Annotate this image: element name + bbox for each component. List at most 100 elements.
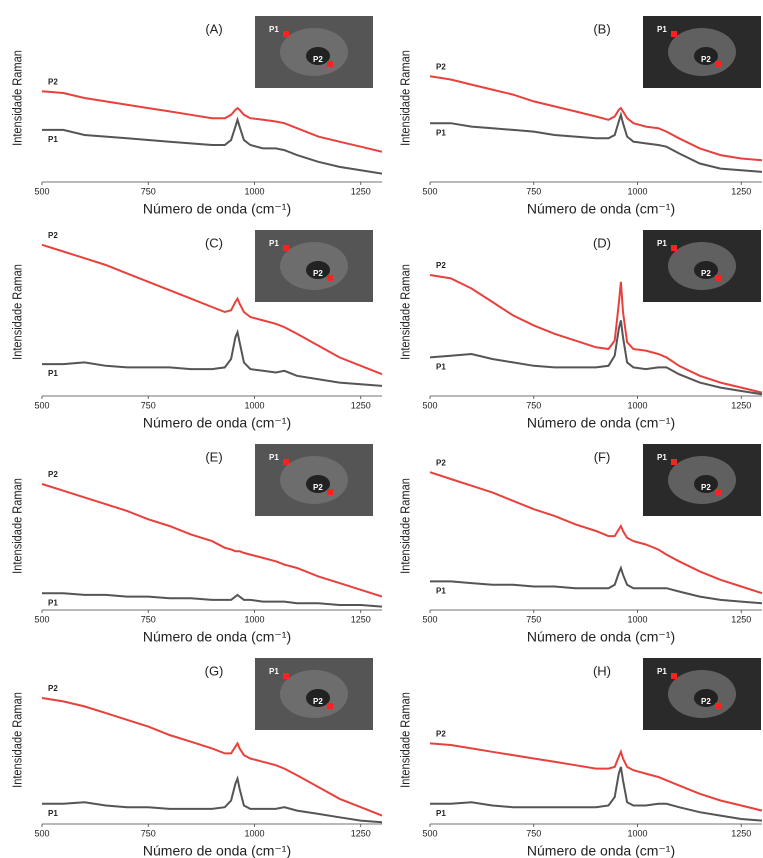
x-tick-label: 1000 [627, 828, 647, 838]
series-label: P2 [48, 684, 58, 693]
spectrum-line [430, 111, 763, 173]
inset-spot [327, 703, 333, 709]
x-tick-label: 1250 [351, 186, 371, 196]
y-axis-label: Intensidade Raman [10, 692, 25, 788]
x-tick-label: 500 [422, 186, 437, 196]
x-axis-label: Número de onda (cm⁻¹) [143, 201, 291, 217]
spectrum-line [429, 320, 763, 396]
x-axis-label: Número de onda (cm⁻¹) [527, 415, 675, 431]
x-tick-label: 1000 [244, 400, 264, 410]
x-tick-label: 1250 [731, 186, 751, 196]
series-label: P1 [436, 809, 446, 818]
inset-label: P1 [269, 453, 279, 462]
spectrum-line [42, 592, 383, 608]
inset-spot [715, 489, 721, 495]
inset-label: P2 [701, 697, 711, 706]
inset-spot [283, 673, 289, 679]
y-axis-label: Intensidade Raman [10, 478, 25, 574]
y-axis-label: Intensidade Raman [10, 264, 25, 360]
inset-label: P1 [657, 667, 667, 676]
inset-spot [283, 31, 289, 37]
panel-title: (H) [593, 663, 611, 678]
y-axis-label: Intensidade Raman [398, 264, 413, 360]
spectrum-line [430, 565, 763, 605]
x-axis-label: Número de onda (cm⁻¹) [527, 201, 675, 217]
spectrum-line [429, 742, 763, 812]
inset-label: P2 [313, 697, 323, 706]
spectrum-line [42, 328, 383, 387]
x-tick-label: 1000 [244, 828, 264, 838]
series-label: P2 [436, 729, 446, 738]
panel-title: (D) [593, 235, 611, 250]
x-tick-label: 750 [526, 828, 541, 838]
x-tick-label: 1250 [351, 400, 371, 410]
inset-center [306, 261, 330, 279]
series-label: P1 [436, 587, 446, 596]
inset-label: P1 [269, 25, 279, 34]
x-tick-label: 500 [422, 828, 437, 838]
series-label: P2 [436, 62, 446, 71]
inset-label: P1 [269, 239, 279, 248]
inset-label: P2 [701, 55, 711, 64]
series-label: P2 [48, 231, 58, 240]
x-tick-label: 750 [141, 614, 156, 624]
inset-label: P1 [657, 453, 667, 462]
series-label: P1 [48, 135, 58, 144]
x-tick-label: 750 [526, 400, 541, 410]
series-label: P1 [436, 128, 446, 137]
inset-center [694, 475, 718, 493]
x-tick-label: 1250 [351, 614, 371, 624]
inset-center [694, 261, 718, 279]
y-axis-label: Intensidade Raman [10, 50, 25, 146]
spectrum-line [41, 697, 383, 817]
panel-title: (G) [205, 663, 224, 678]
x-axis-label: Número de onda (cm⁻¹) [527, 843, 675, 858]
panel-title: (B) [593, 21, 610, 36]
x-tick-label: 500 [34, 186, 49, 196]
x-tick-label: 750 [141, 186, 156, 196]
spectrum-line [41, 90, 383, 153]
inset-label: P1 [269, 667, 279, 676]
x-tick-label: 500 [422, 400, 437, 410]
inset-spot [283, 459, 289, 465]
x-tick-label: 500 [34, 400, 49, 410]
x-axis-label: Número de onda (cm⁻¹) [143, 843, 291, 858]
inset-center [306, 689, 330, 707]
spectrum-line [429, 471, 763, 595]
x-tick-label: 1250 [731, 828, 751, 838]
inset-spot [715, 61, 721, 67]
inset-spot [671, 31, 677, 37]
spectrum-line [42, 775, 383, 824]
x-tick-label: 1250 [731, 614, 751, 624]
panel-title: (C) [205, 235, 223, 250]
x-tick-label: 750 [141, 400, 156, 410]
x-tick-label: 1000 [244, 186, 264, 196]
panel-title: (E) [205, 449, 222, 464]
series-label: P1 [48, 369, 58, 378]
inset-label: P2 [701, 269, 711, 278]
inset-spot [327, 61, 333, 67]
y-axis-label: Intensidade Raman [398, 50, 413, 146]
y-axis-label: Intensidade Raman [398, 478, 413, 574]
inset-spot [671, 673, 677, 679]
panel-title: (A) [205, 21, 222, 36]
series-label: P2 [48, 77, 58, 86]
inset-center [306, 47, 330, 65]
inset-spot [327, 489, 333, 495]
series-label: P2 [48, 470, 58, 479]
inset-label: P2 [313, 483, 323, 492]
inset-spot [283, 245, 289, 251]
x-tick-label: 1000 [244, 614, 264, 624]
x-tick-label: 1000 [627, 400, 647, 410]
x-axis-label: Número de onda (cm⁻¹) [143, 629, 291, 645]
inset-spot [671, 245, 677, 251]
x-axis-label: Número de onda (cm⁻¹) [527, 629, 675, 645]
inset-label: P1 [657, 239, 667, 248]
spectrum-line [41, 243, 383, 376]
inset-label: P2 [701, 483, 711, 492]
x-tick-label: 1000 [627, 614, 647, 624]
inset-center [694, 689, 718, 707]
series-label: P1 [436, 362, 446, 371]
x-tick-label: 500 [422, 614, 437, 624]
spectrum-line [429, 274, 763, 394]
